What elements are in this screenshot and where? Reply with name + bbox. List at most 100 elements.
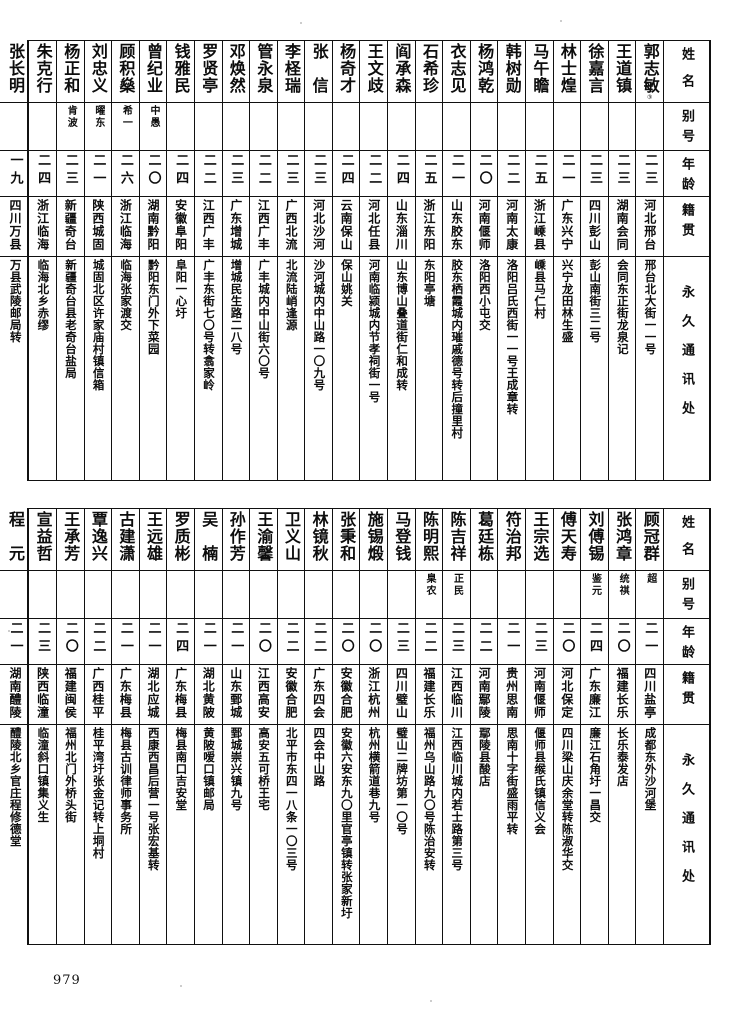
cell-address: 杭州横箭道巷九号 (367, 727, 382, 823)
record-column[interactable]: 王宗选 二三 河南偃师 偃师县缑氏镇信义会 (526, 509, 554, 944)
record-column[interactable]: 郭志敏 ③ 二三 河北邢台 邢台北大街一一号 (636, 41, 664, 480)
record-column[interactable]: 张 信二三 河北沙河 沙河城内中山路一〇九号 (305, 41, 333, 480)
record-column[interactable]: 朱克行 二四 浙江临海 临海北乡赤缪 (29, 41, 57, 480)
record-column[interactable]: 衣志见 二一 山东胶东 胶东栖霞城内璀戚德号转后撞里村 (443, 41, 471, 480)
cell-address: 河南临颍城内节孝祠街一号 (367, 259, 382, 403)
record-column[interactable]: 张秉和 二〇 安徽合肥 安徽六安东九〇里官亭镇转张家新圩 (332, 509, 361, 944)
record-column[interactable]: 林士煌 二一 广东兴宁 兴宁龙田林生盛 (553, 41, 582, 480)
cell-address: 江西临川城内若士路第三号 (450, 727, 465, 871)
record-column[interactable]: 陈吉祥 正民 二三 江西临川 江西临川城内若士路第三号 (443, 509, 471, 944)
record-column[interactable]: 曾纪业 中愚 二〇 湖南黔阳 黔阳东门外下菜园 (139, 41, 168, 480)
cell-origin: 山东胶东 (443, 197, 470, 257)
cell-origin: 广西北流 (277, 197, 305, 257)
record-column[interactable]: 王道镇 二三 湖南会同 会同东正街龙泉记 (608, 41, 637, 480)
record-column[interactable]: 施锡煅 二〇 浙江杭州 杭州横箭道巷九号 (360, 509, 389, 944)
record-column[interactable]: 张鸿章 统祺 二〇 福建长乐 长乐泰发店 (608, 509, 637, 944)
cell-alias (277, 103, 305, 151)
record-column[interactable]: 罗贤亭 二二 江西广丰 广丰东街七〇号转翕家岭 (194, 41, 223, 480)
cell-age: 二二 (250, 151, 277, 197)
cell-name: 顾冠群 (636, 509, 663, 571)
cell-name: 王承芳 (56, 509, 84, 571)
cell-alias (29, 103, 56, 151)
cell-origin: 河北任县 (360, 197, 388, 257)
cell-address: 成都东外沙河堡 (643, 727, 658, 811)
record-column[interactable]: 陈明熙 臬农 二二 福建长乐 福州乌山路九〇号陈治安转 (415, 509, 444, 944)
record-column[interactable]: 马午瞻 二五 浙江嵊县 嵊县马仁村 (526, 41, 554, 480)
record-column[interactable]: 杨奇才 二四 云南保山 保山姚关 (332, 41, 361, 480)
record-column[interactable]: 覃逸兴 二二 广西桂平 桂平湾圩张金记转上垌村 (84, 509, 113, 944)
cell-name: 黄美南 (0, 41, 2, 103)
record-column[interactable]: 王运洪二三安徽涡阳涡阳北丹城集王宅 (0, 509, 2, 944)
cell-origin: 新疆奇台 (56, 197, 84, 257)
cell-age: 二四 (167, 151, 194, 197)
cell-alias (1, 571, 29, 619)
cell-address: 桂平湾圩张金记转上垌村 (91, 727, 106, 859)
record-column[interactable]: 符治邦 二一 贵州思南 思南十字街盛雨平转 (498, 509, 527, 944)
record-column[interactable]: 程 元二一 湖南醴陵 醴陵北乡官庄程修德堂 (1, 509, 30, 944)
cell-name: 张鸿章 (608, 509, 636, 571)
cell-origin: 安徽阜阳 (167, 197, 194, 257)
cell-address: 梅县南口吉安堂 (174, 727, 189, 811)
cell-origin: 福建闽侯 (56, 665, 84, 725)
cell-alias (332, 571, 360, 619)
record-column[interactable]: 顾积燊 希一 二六 浙江临海 临海张家渡交 (112, 41, 140, 480)
cell-name: 张 信 (305, 41, 332, 103)
cell-origin: 四川璧山 (388, 665, 415, 725)
cell-name: 郭志敏 ③ (636, 41, 663, 103)
cell-address: 梅县古训律师事务所 (119, 727, 134, 835)
record-column[interactable]: 王文歧 二二 河北任县 河南临颍城内节孝祠街一号 (360, 41, 389, 480)
cell-name: 王宗选 (526, 509, 553, 571)
header-cell-name: 姓名 (664, 41, 709, 103)
cell-origin: 广东兴宁 (553, 197, 581, 257)
cell-age: 二四 (29, 151, 56, 197)
record-column[interactable]: 吴 楠二一 湖北黄陂 黄陂嗳口镇邮局 (194, 509, 223, 944)
record-column[interactable]: 黄美南翼南二一江西吉安吉安中山路义和信号转 (0, 41, 2, 480)
cell-name: 吴 楠 (194, 509, 222, 571)
record-column[interactable]: 傅天寿 二〇 河北保定 四川梁山庆余堂转陈淑华交 (553, 509, 582, 944)
cell-alias (360, 103, 388, 151)
record-column[interactable]: 阎承森 二四 山东淄川 山东博山叠道街仁和成转 (388, 41, 416, 480)
record-column[interactable]: 张长明 一九 四川万县 万县武陵邮局转 (1, 41, 30, 480)
record-column[interactable]: 王渝馨 二〇 江西高安 高安五可桥王宅 (250, 509, 278, 944)
cell-origin: 湖北应城 (139, 665, 167, 725)
cell-alias (526, 103, 553, 151)
record-column[interactable]: 徐嘉言 二三 四川彭山 彭山南街三二号 (581, 41, 609, 480)
cell-alias: 希一 (112, 103, 139, 151)
record-column[interactable]: 林镜秋 二二 广东四会 四会中山路 (305, 509, 333, 944)
cell-origin: 湖北黄陂 (194, 665, 222, 725)
record-column[interactable]: 钱雅民 二四 安徽阜阳 阜阳一心圩 (167, 41, 195, 480)
cell-address: 黄陂嗳口镇邮局 (201, 727, 216, 811)
cell-alias (84, 571, 112, 619)
cell-origin: 河南太康 (498, 197, 526, 257)
cell-name: 石希珍 (415, 41, 443, 103)
record-column[interactable]: 古建潇 二一 广东梅县 梅县古训律师事务所 (112, 509, 140, 944)
record-column[interactable]: 葛廷栋 二二 河南鄢陵 鄢陵县酸店 (470, 509, 499, 944)
cell-origin: 河北保定 (553, 665, 581, 725)
record-column[interactable]: 顾冠群超二一 四川盐亭 成都东外沙河堡 (636, 509, 664, 944)
cell-alias: 鉴元 (581, 571, 608, 619)
cell-address: 高安五可桥王宅 (257, 727, 272, 811)
record-column[interactable]: 杨鸿乾 二〇 河南偃师 洛阳西小屯交 (470, 41, 499, 480)
record-column[interactable]: 王承芳 二〇 福建闽侯 福州北门外桥头街 (56, 509, 85, 944)
record-column[interactable]: 王远雄 二一 湖北应城 西康西昌后营一号张宏基转 (139, 509, 168, 944)
record-column[interactable]: 韩树勋 二二 河南太康 洛阳吕氏西街一一号王成章转 (498, 41, 527, 480)
record-column[interactable]: 刘忠义 曜东 二一 陕西城固 城固北区许家庙村镇信箱 (84, 41, 113, 480)
record-column[interactable]: 刘傅锡 鉴元 二四 广东廉江 廉江石角圩一昌交 (581, 509, 609, 944)
record-column[interactable]: 孙作芳 二一 山东鄄城 鄄城崇兴镇九号 (222, 509, 251, 944)
cell-alias (332, 103, 360, 151)
record-column[interactable]: 邓焕然 二三 广东增城 增城民生路二八号 (222, 41, 251, 480)
record-column[interactable]: 杨正和 肯波 二三 新疆奇台 新疆奇台县老奇台盐局 (56, 41, 85, 480)
cell-name: 罗质彬 (167, 509, 194, 571)
cell-name: 衣志见 (443, 41, 470, 103)
record-column[interactable]: 罗质彬 二四 广东梅县 梅县南口吉安堂 (167, 509, 195, 944)
cell-age: 二三 (222, 151, 250, 197)
record-column[interactable]: 卫义山 二二 安徽合肥 北平市东四一八条一〇三号 (277, 509, 306, 944)
cell-alias (167, 103, 194, 151)
record-column[interactable]: 管永泉 二二 江西广丰 广丰城内中山街六〇号 (250, 41, 278, 480)
record-column[interactable]: 马登钱 二三 四川璧山 璧山二牌坊第一〇号 (388, 509, 416, 944)
record-column[interactable]: 石希珍 二五 浙江东阳 东阳亭塘 (415, 41, 444, 480)
record-column[interactable]: 宣益哲 二三 陕西临潼 临潼斜口镇集义生 (29, 509, 57, 944)
cell-address: 沙河城内中山路一〇九号 (312, 259, 327, 391)
record-column[interactable]: 李柽瑞 二三 广西北流 北流陆峭逢源 (277, 41, 306, 480)
